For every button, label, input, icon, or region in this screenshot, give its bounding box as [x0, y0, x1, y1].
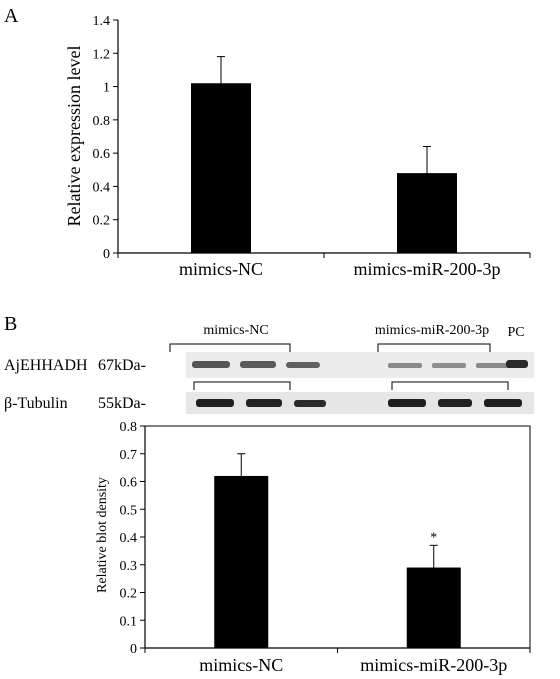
band-ajehhadh-nc-3 — [286, 362, 320, 368]
bracket-nc-top — [169, 343, 291, 352]
y-tick-label: 1.4 — [93, 14, 111, 29]
chart-b-ylabel: Relative blot density — [95, 477, 110, 593]
plot-frame — [144, 425, 531, 649]
blot-pc-label: PC — [507, 325, 524, 340]
panel-letter-a: A — [4, 5, 19, 27]
band-tubulin-mir-1 — [388, 399, 426, 407]
y-tick-label: 0.4 — [120, 531, 138, 546]
y-tick-label: 1 — [103, 81, 110, 96]
band-ajehhadh-nc-1 — [192, 361, 230, 368]
y-tick-label: 0 — [103, 247, 110, 262]
chart-a: Relative expression level 0 0.2 0.4 0.6 0.8 1… — [64, 14, 531, 279]
y-tick-label: 0.6 — [93, 147, 111, 162]
blot-row1-protein: AjEHHADH — [4, 357, 88, 374]
band-tubulin-mir-2 — [438, 399, 472, 407]
bar-nc — [214, 475, 269, 648]
blot-group-label-nc: mimics-NC — [203, 323, 268, 338]
band-ajehhadh-mir-1 — [388, 363, 422, 368]
y-tick-label: 0.5 — [120, 503, 138, 518]
y-tick-label: 0.2 — [93, 214, 111, 229]
band-tubulin-nc-3 — [294, 400, 326, 407]
blot-row2-protein: β-Tubulin — [4, 395, 68, 412]
category-label: mimics-miR-200-3p — [354, 259, 501, 279]
significance-annotation: * — [430, 530, 437, 545]
category-label: mimics-miR-200-3p — [360, 655, 507, 675]
chart-a-ylabel: Relative expression level — [64, 46, 84, 227]
band-tubulin-nc-1 — [196, 399, 234, 407]
bar-nc — [191, 83, 251, 253]
y-tick-label: 0.7 — [120, 448, 138, 463]
band-pc — [506, 360, 528, 368]
y-tick-label: 0.8 — [93, 114, 111, 129]
y-tick-label: 1.2 — [93, 47, 111, 62]
y-tick-label: 0.3 — [120, 559, 138, 574]
band-ajehhadh-mir-3 — [476, 363, 510, 368]
category-label: mimics-NC — [199, 655, 283, 675]
band-ajehhadh-mir-2 — [432, 363, 466, 368]
blot-row2-size: 55kDa- — [98, 395, 146, 412]
bracket-nc-bottom — [193, 381, 291, 390]
band-tubulin-nc-2 — [246, 399, 282, 407]
band-tubulin-mir-3 — [484, 399, 522, 407]
bracket-mir-top — [377, 343, 491, 352]
y-tick-label: 0.6 — [120, 476, 138, 491]
band-ajehhadh-nc-2 — [240, 361, 276, 368]
western-blot: mimics-NC mimics-miR-200-3p PC AjEHHADH … — [4, 323, 534, 414]
chart-b: Relative blot density 0 0.1 0.2 0.3 0.4 0.5 0.… — [95, 420, 531, 675]
bracket-mir-bottom — [391, 381, 509, 390]
y-tick-label: 0.8 — [120, 420, 138, 435]
blot-strip-tubulin — [186, 392, 534, 414]
category-label: mimics-NC — [179, 259, 263, 279]
y-tick-label: 0.4 — [93, 180, 111, 195]
y-tick-label: 0.1 — [120, 614, 138, 629]
y-tick-label: 0.2 — [120, 587, 138, 602]
blot-row1-size: 67kDa- — [98, 357, 146, 374]
blot-group-label-mir: mimics-miR-200-3p — [375, 323, 489, 338]
panel-letter-b: B — [4, 313, 17, 335]
y-tick-label: 0 — [130, 642, 137, 657]
